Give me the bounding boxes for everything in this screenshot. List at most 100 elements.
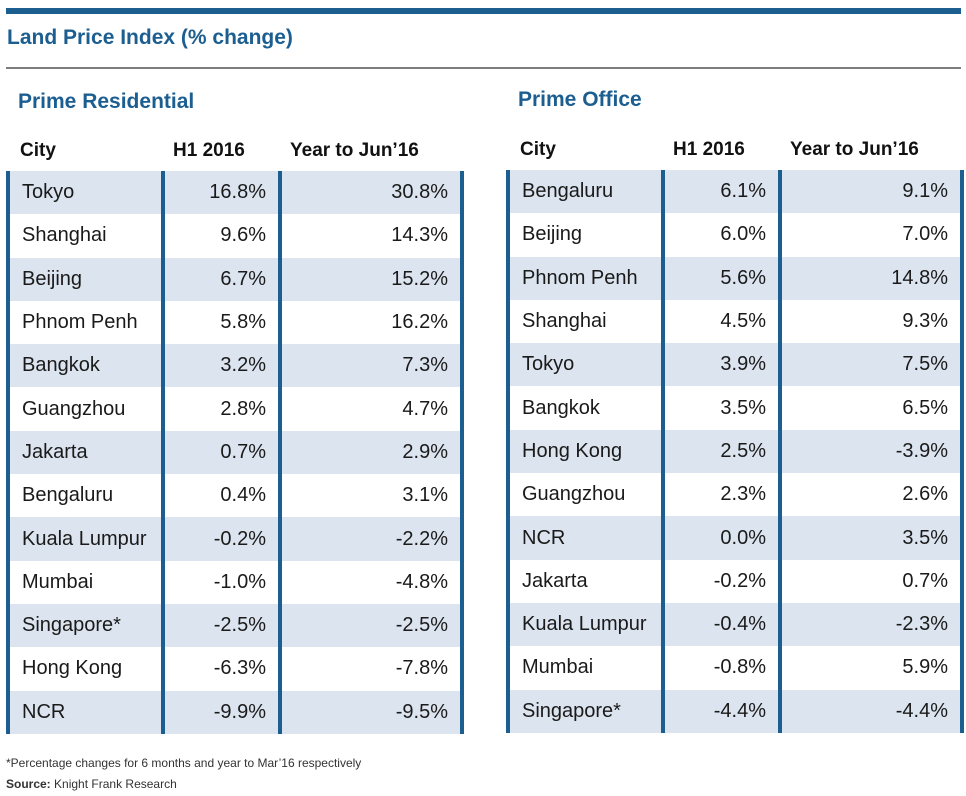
prime-residential-panel: Prime Residential City H1 2016 Year to J…: [6, 89, 464, 734]
table-header-row: City H1 2016 Year to Jun’16: [508, 130, 962, 170]
table-row: Phnom Penh 5.8% 16.2%: [6, 300, 464, 345]
year-to-jun16-cell: -9.5%: [278, 690, 464, 734]
table-row: Bengaluru 0.4% 3.1%: [6, 474, 464, 518]
table-row: Kuala Lumpur -0.2% -2.2%: [6, 517, 464, 561]
city-cell: Shanghai: [506, 299, 663, 344]
h1-2016-cell: -9.9%: [161, 690, 280, 734]
city-cell: Hong Kong: [6, 647, 163, 691]
table-row: Singapore* -4.4% -4.4%: [506, 689, 964, 733]
city-cell: Singapore*: [6, 603, 163, 648]
city-cell: Tokyo: [6, 171, 163, 215]
year-to-jun16-cell: 3.1%: [278, 474, 464, 518]
year-to-jun16-cell: -2.2%: [278, 517, 464, 561]
panel-title-prime-residential: Prime Residential: [18, 90, 195, 113]
h1-2016-cell: 6.1%: [661, 170, 780, 214]
h1-2016-cell: 0.7%: [161, 430, 280, 475]
city-cell: Phnom Penh: [6, 300, 163, 345]
year-to-jun16-cell: -4.8%: [278, 560, 464, 604]
table-row: Beijing 6.7% 15.2%: [6, 257, 464, 301]
year-to-jun16-cell: -3.9%: [778, 429, 964, 474]
year-to-jun16-cell: 7.5%: [778, 343, 964, 387]
column-header-city: City: [520, 139, 556, 160]
h1-2016-cell: 0.0%: [661, 516, 780, 560]
year-to-jun16-cell: 9.3%: [778, 299, 964, 344]
city-cell: Hong Kong: [506, 429, 663, 474]
year-to-jun16-cell: -2.3%: [778, 602, 964, 647]
table-row: Hong Kong -6.3% -7.8%: [6, 647, 464, 691]
h1-2016-cell: -4.4%: [661, 689, 780, 733]
source-label: Source:: [6, 777, 51, 791]
table-row: Bengaluru 6.1% 9.1%: [506, 170, 964, 214]
city-cell: Bengaluru: [6, 474, 163, 518]
year-to-jun16-cell: 6.5%: [778, 386, 964, 430]
year-to-jun16-cell: -4.4%: [778, 689, 964, 733]
table-row: Hong Kong 2.5% -3.9%: [506, 429, 964, 474]
prime-office-table: City H1 2016 Year to Jun’16 Bengaluru 6.1…: [506, 130, 964, 733]
h1-2016-cell: 2.8%: [161, 387, 280, 431]
city-cell: Mumbai: [506, 646, 663, 690]
city-cell: Jakarta: [506, 559, 663, 603]
city-cell: Guangzhou: [6, 387, 163, 431]
h1-2016-cell: 3.9%: [661, 343, 780, 387]
h1-2016-cell: 4.5%: [661, 299, 780, 344]
table-row: Mumbai -0.8% 5.9%: [506, 646, 964, 690]
year-to-jun16-cell: 7.3%: [278, 344, 464, 388]
city-cell: Kuala Lumpur: [506, 602, 663, 647]
table-row: Guangzhou 2.8% 4.7%: [6, 387, 464, 431]
footnote: *Percentage changes for 6 months and yea…: [6, 756, 362, 770]
city-cell: Jakarta: [6, 430, 163, 475]
column-header-city: City: [20, 140, 56, 161]
city-cell: NCR: [6, 690, 163, 734]
table-row: Bangkok 3.2% 7.3%: [6, 344, 464, 388]
h1-2016-cell: -1.0%: [161, 560, 280, 604]
table-row: Phnom Penh 5.6% 14.8%: [506, 256, 964, 300]
city-cell: Bengaluru: [506, 170, 663, 214]
year-to-jun16-cell: 2.6%: [778, 473, 964, 517]
table-row: Tokyo 3.9% 7.5%: [506, 343, 964, 387]
prime-residential-rows: Tokyo 16.8% 30.8% Shanghai 9.6% 14.3% Beijing 6…: [6, 171, 464, 734]
table-header-row: City H1 2016 Year to Jun’16: [8, 131, 462, 171]
city-cell: Kuala Lumpur: [6, 517, 163, 561]
city-cell: Shanghai: [6, 214, 163, 258]
table-row: Jakarta -0.2% 0.7%: [506, 559, 964, 603]
h1-2016-cell: 3.2%: [161, 344, 280, 388]
year-to-jun16-cell: 14.3%: [278, 214, 464, 258]
column-header-h1-2016: H1 2016: [173, 140, 245, 161]
city-cell: Beijing: [6, 257, 163, 301]
top-accent-bar: [6, 8, 961, 14]
column-header-year-to-jun16: Year to Jun’16: [790, 139, 919, 160]
city-cell: Phnom Penh: [506, 256, 663, 300]
h1-2016-cell: -0.2%: [661, 559, 780, 603]
table-row: Kuala Lumpur -0.4% -2.3%: [506, 602, 964, 647]
h1-2016-cell: 0.4%: [161, 474, 280, 518]
h1-2016-cell: -0.8%: [661, 646, 780, 690]
h1-2016-cell: 16.8%: [161, 171, 280, 215]
city-cell: Guangzhou: [506, 473, 663, 517]
city-cell: NCR: [506, 516, 663, 560]
table-row: Jakarta 0.7% 2.9%: [6, 430, 464, 475]
source-line: Source: Knight Frank Research: [6, 777, 177, 791]
h1-2016-cell: 3.5%: [661, 386, 780, 430]
table-row: Shanghai 9.6% 14.3%: [6, 214, 464, 258]
h1-2016-cell: 6.7%: [161, 257, 280, 301]
table-row: Bangkok 3.5% 6.5%: [506, 386, 964, 430]
h1-2016-cell: -2.5%: [161, 603, 280, 648]
panel-title-prime-office: Prime Office: [518, 88, 642, 111]
table-row: Guangzhou 2.3% 2.6%: [506, 473, 964, 517]
h1-2016-cell: 2.5%: [661, 429, 780, 474]
h1-2016-cell: -0.4%: [661, 602, 780, 647]
year-to-jun16-cell: -7.8%: [278, 647, 464, 691]
prime-office-rows: Bengaluru 6.1% 9.1% Beijing 6.0% 7.0% Phnom Pe…: [506, 170, 964, 733]
title-divider: [6, 67, 961, 69]
h1-2016-cell: 6.0%: [661, 213, 780, 257]
column-header-h1-2016: H1 2016: [673, 139, 745, 160]
h1-2016-cell: -6.3%: [161, 647, 280, 691]
prime-residential-table: City H1 2016 Year to Jun’16 Tokyo 16.8% 30…: [6, 131, 464, 734]
year-to-jun16-cell: 7.0%: [778, 213, 964, 257]
h1-2016-cell: 9.6%: [161, 214, 280, 258]
table-row: Mumbai -1.0% -4.8%: [6, 560, 464, 604]
city-cell: Mumbai: [6, 560, 163, 604]
year-to-jun16-cell: 9.1%: [778, 170, 964, 214]
source-text: Knight Frank Research: [54, 777, 177, 791]
year-to-jun16-cell: 2.9%: [278, 430, 464, 475]
